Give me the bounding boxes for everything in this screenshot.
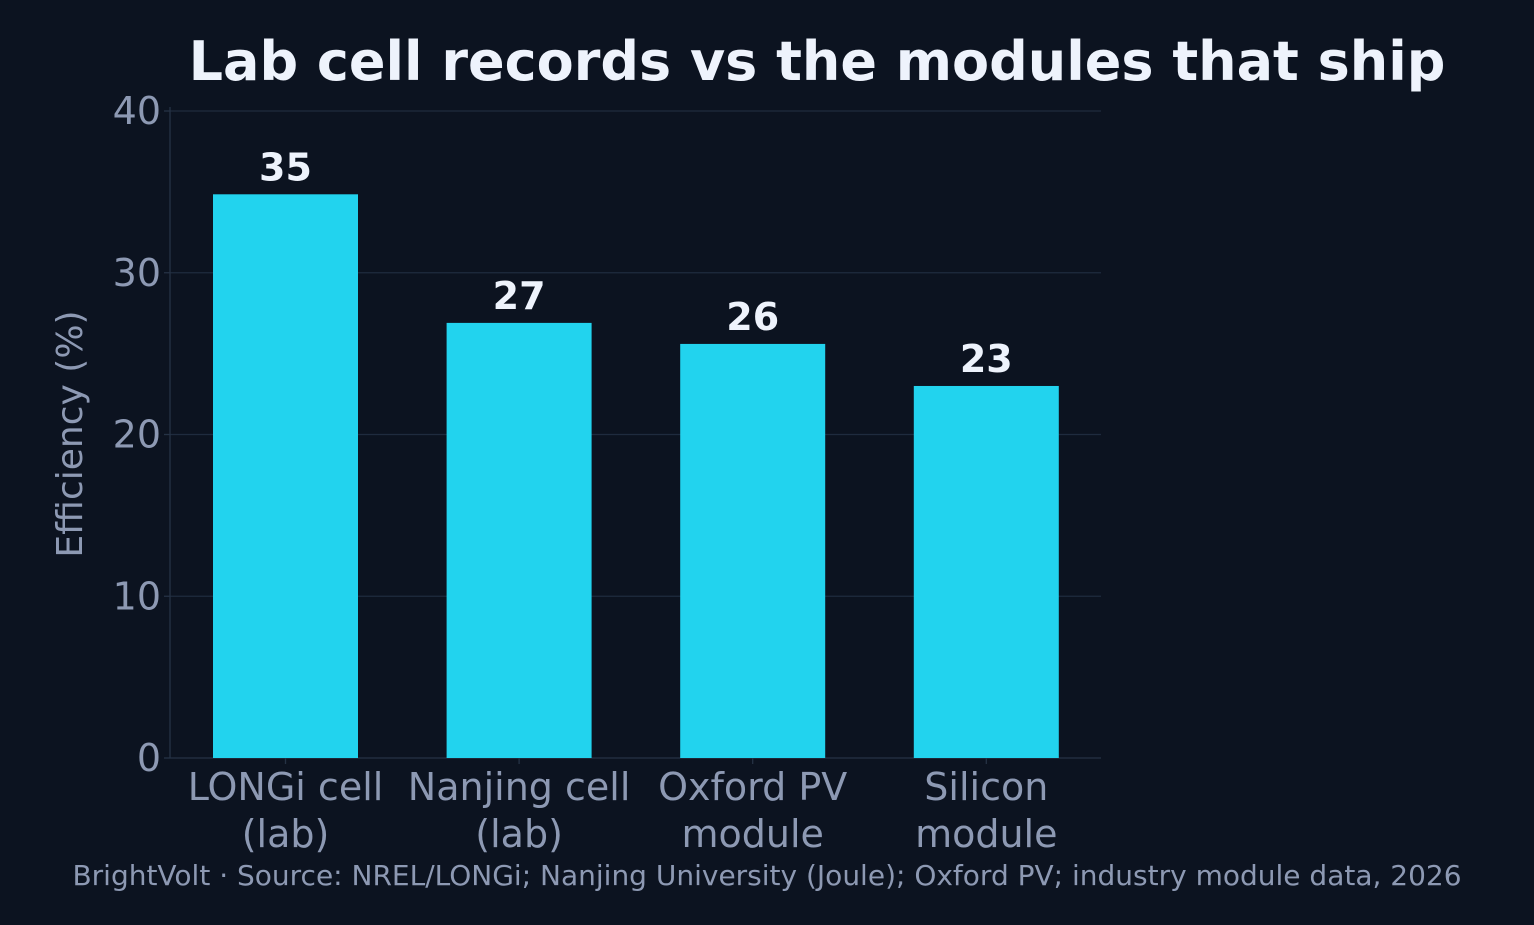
y-tick-label: 40 — [113, 89, 161, 133]
footer-source: BrightVolt · Source: NREL/LONGi; Nanjing… — [72, 859, 1461, 892]
bar-value-label: 26 — [726, 295, 779, 339]
bar — [213, 194, 358, 758]
x-tick-label: module — [915, 812, 1057, 856]
x-tick-label: Oxford PV — [658, 765, 847, 809]
y-tick-label: 30 — [113, 251, 161, 295]
bar-value-label: 27 — [493, 274, 546, 318]
x-tick-label: (lab) — [242, 812, 330, 856]
bar-value-label: 23 — [960, 337, 1013, 381]
x-tick-label: Nanjing cell — [408, 765, 631, 809]
y-axis-label: Efficiency (%) — [50, 310, 91, 557]
x-tick-label: (lab) — [475, 812, 563, 856]
y-tick-label: 20 — [113, 413, 161, 457]
bar-value-label: 35 — [259, 145, 312, 189]
x-tick-label: Silicon — [924, 765, 1048, 809]
x-tick-label: LONGi cell — [188, 765, 384, 809]
bar — [446, 322, 592, 758]
bars — [213, 194, 1059, 758]
x-tick-label: module — [681, 812, 823, 856]
y-tick-label: 0 — [137, 736, 161, 780]
bar — [680, 343, 826, 758]
y-tick-label: 10 — [113, 574, 161, 618]
bar — [913, 385, 1059, 758]
chart-title: Lab cell records vs the modules that shi… — [189, 30, 1446, 93]
